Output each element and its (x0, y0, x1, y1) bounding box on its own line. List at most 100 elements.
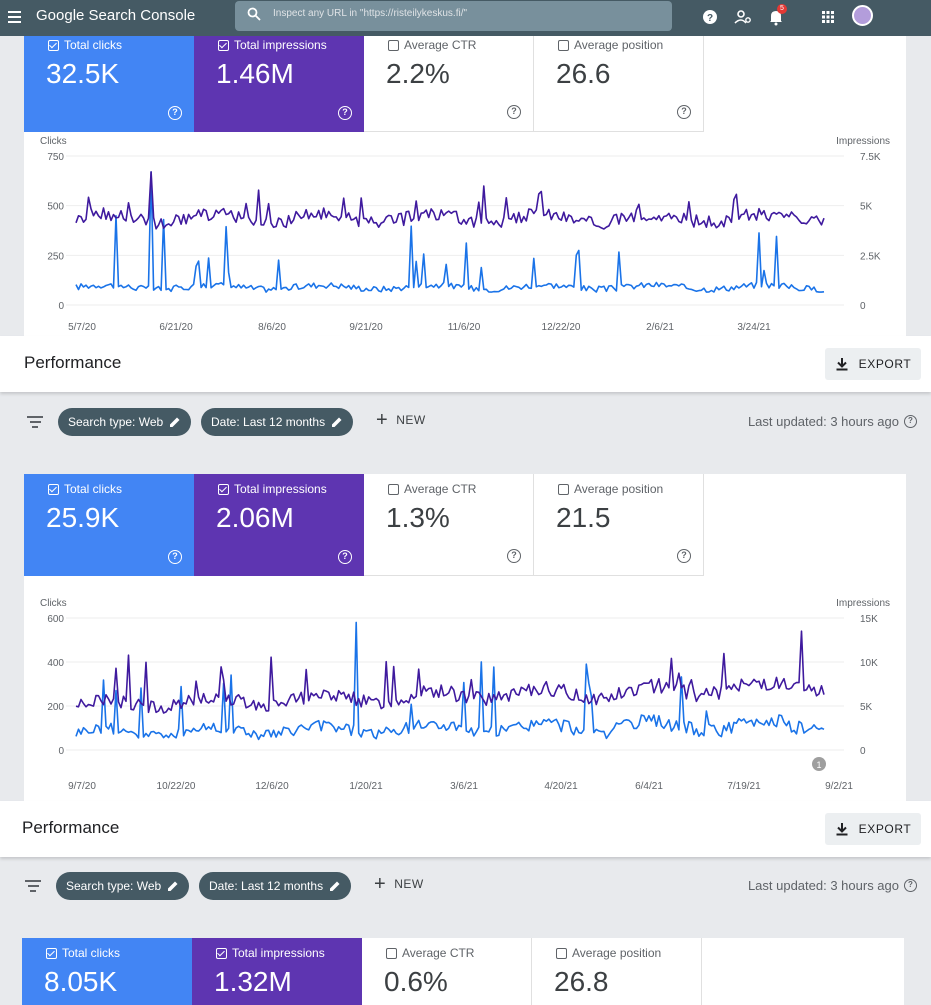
download-icon (836, 358, 848, 371)
metric-value: 25.9K (46, 502, 120, 533)
app-logo[interactable]: Google Search Console (36, 7, 195, 24)
checkbox-icon[interactable] (218, 39, 229, 51)
help-icon[interactable]: ? (904, 879, 917, 892)
chip-date-range[interactable]: Date: Last 12 months (199, 872, 352, 900)
edit-icon (332, 417, 342, 427)
report-card-2: Total clicks 25.9K ? Total impressions 2… (24, 474, 906, 801)
metric-total-clicks[interactable]: Total clicks 8.05K (22, 938, 192, 1005)
metric-label: Average CTR (404, 482, 477, 496)
metric-total-impressions[interactable]: Total impressions 1.46M ? (194, 30, 364, 132)
metric-total-clicks[interactable]: Total clicks 32.5K ? (24, 30, 194, 132)
metric-average-ctr[interactable]: Average CTR 1.3% ? (364, 474, 534, 576)
new-filter-button[interactable]: + NEW (376, 409, 426, 431)
edit-icon (170, 417, 180, 427)
left-tick-label: 0 (58, 301, 64, 312)
x-tick-label: 9/2/21 (825, 781, 853, 792)
checkbox-icon[interactable] (388, 39, 399, 51)
apps-icon[interactable] (818, 7, 838, 27)
left-tick-label: 400 (47, 658, 64, 669)
chart-svg: Clicks Impressions 750 7.5K 500 5K 250 2.5K 0 0 5/… (40, 136, 890, 333)
metric-average-ctr[interactable]: Average CTR 0.6% (362, 938, 532, 1005)
x-tick-label: 6/21/20 (159, 322, 193, 333)
right-tick-label: 0 (860, 301, 866, 312)
new-filter-button[interactable]: + NEW (374, 874, 424, 894)
x-tick-label: 7/19/21 (727, 781, 761, 792)
download-icon (836, 823, 848, 836)
x-tick-label: 9/7/20 (68, 781, 96, 792)
checkbox-icon[interactable] (218, 483, 229, 495)
series-line-impressions (75, 630, 825, 714)
svg-text:?: ? (707, 13, 713, 24)
checkbox-icon[interactable] (556, 947, 567, 959)
left-axis-title: Clicks (40, 598, 67, 609)
metric-total-clicks[interactable]: Total clicks 25.9K ? (24, 474, 194, 576)
chip-date-range[interactable]: Date: Last 12 months (201, 408, 354, 436)
metric-average-position[interactable]: Average position 26.6 ? (534, 30, 704, 132)
help-icon[interactable]: ? (338, 550, 352, 564)
chip-search-type[interactable]: Search type: Web (58, 408, 192, 436)
right-tick-label: 7.5K (860, 152, 881, 163)
metric-value: 1.32M (214, 966, 292, 997)
left-tick-label: 750 (47, 152, 64, 163)
left-tick-label: 600 (47, 614, 64, 625)
bell-icon[interactable] (766, 7, 786, 27)
checkbox-icon[interactable] (48, 483, 59, 495)
metric-value: 26.6 (556, 58, 611, 89)
help-icon[interactable]: ? (168, 106, 182, 120)
x-tick-label: 4/20/21 (544, 781, 578, 792)
metric-label: Total clicks (62, 946, 121, 960)
metric-average-ctr[interactable]: Average CTR 2.2% ? (364, 30, 534, 132)
left-tick-label: 250 (47, 251, 64, 262)
x-tick-label: 3/24/21 (737, 322, 771, 333)
checkbox-icon[interactable] (558, 483, 569, 495)
filter-icon[interactable] (24, 880, 42, 895)
checkbox-icon[interactable] (216, 947, 227, 959)
url-inspect-input[interactable] (273, 8, 653, 19)
metric-label: Total impressions (234, 482, 327, 496)
chip-search-type[interactable]: Search type: Web (56, 872, 190, 900)
x-tick-label: 3/6/21 (450, 781, 478, 792)
url-inspect-search[interactable] (235, 1, 672, 31)
chip-label: Date: Last 12 months (211, 415, 326, 429)
help-icon[interactable]: ? (507, 549, 521, 563)
checkbox-icon[interactable] (558, 39, 569, 51)
x-tick-label: 5/7/20 (68, 322, 96, 333)
help-icon[interactable]: ? (677, 105, 691, 119)
metric-average-position[interactable]: Average position 26.8 (532, 938, 702, 1005)
export-button[interactable]: EXPORT (825, 813, 921, 845)
new-label: NEW (394, 877, 424, 891)
x-tick-label: 12/22/20 (542, 322, 581, 333)
report-card-3: Total clicks 8.05K Total impressions 1.3… (22, 938, 904, 1005)
plus-icon: + (376, 409, 389, 431)
export-button[interactable]: EXPORT (825, 348, 921, 380)
metric-value: 0.6% (384, 966, 448, 997)
right-tick-label: 0 (860, 746, 866, 757)
left-tick-label: 0 (58, 746, 64, 757)
metric-average-position[interactable]: Average position 21.5 ? (534, 474, 704, 576)
help-icon[interactable]: ? (168, 550, 182, 564)
metric-label: Total impressions (232, 946, 325, 960)
x-tick-label: 9/21/20 (349, 322, 383, 333)
filter-icon[interactable] (26, 416, 44, 431)
avatar[interactable] (852, 5, 873, 26)
right-tick-label: 5K (860, 202, 873, 213)
x-tick-label: 8/6/20 (258, 322, 286, 333)
help-icon[interactable]: ? (677, 549, 691, 563)
performance-chart-1: Clicks Impressions 750 7.5K 500 5K 250 2.5K 0 0 5/… (24, 132, 906, 336)
checkbox-icon[interactable] (46, 947, 57, 959)
help-icon[interactable]: ? (904, 415, 917, 428)
metric-total-impressions[interactable]: Total impressions 2.06M ? (194, 474, 364, 576)
help-icon[interactable]: ? (700, 7, 720, 27)
report-card-1: Total clicks 32.5K ? Total impressions 1… (24, 30, 906, 336)
menu-icon[interactable] (8, 8, 26, 28)
help-icon[interactable]: ? (338, 106, 352, 120)
checkbox-icon[interactable] (388, 483, 399, 495)
metric-label: Average CTR (404, 38, 477, 52)
metric-value: 32.5K (46, 58, 120, 89)
checkbox-icon[interactable] (386, 947, 397, 959)
help-icon[interactable]: ? (507, 105, 521, 119)
metric-total-impressions[interactable]: Total impressions 1.32M (192, 938, 362, 1005)
checkbox-icon[interactable] (48, 39, 59, 51)
people-icon[interactable] (733, 7, 753, 27)
search-icon (247, 7, 261, 21)
